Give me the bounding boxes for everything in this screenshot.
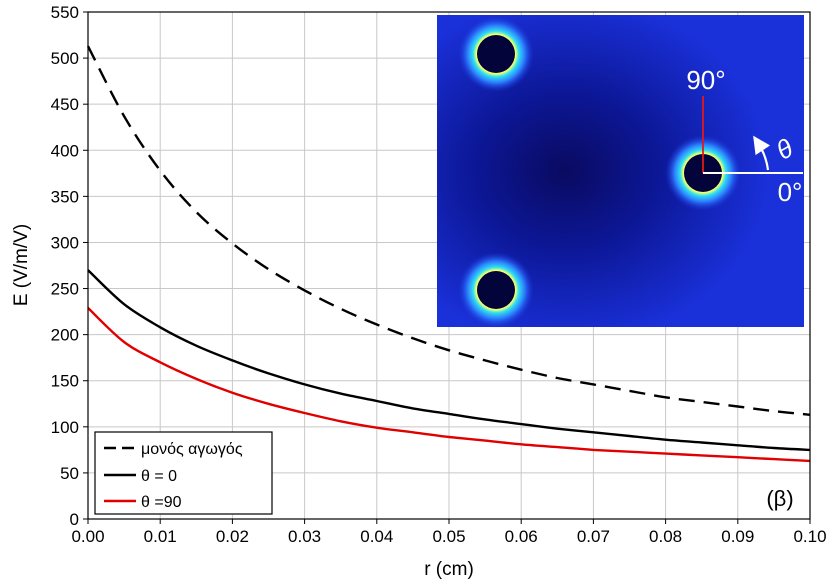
y-tick-label: 0 [70,510,79,529]
y-axis-label: E (V/m/V) [11,224,32,306]
conductor-top [477,35,515,73]
inset-label-0: 0° [778,177,803,207]
x-tick-label: 0.07 [577,527,610,546]
x-tick-label: 0.06 [505,527,538,546]
x-tick-label: 0.02 [216,527,249,546]
series-line-single-conductor [86,45,811,416]
y-tick-label: 50 [60,464,79,483]
x-tick-label: 0.09 [721,527,754,546]
y-tick-label: 100 [51,418,79,437]
series-line-theta-0 [87,269,811,452]
series-layer [86,45,811,463]
y-tick-label: 300 [51,233,79,252]
legend-label-theta-90: θ =90 [141,494,182,511]
legend-label-single-conductor: μονός αγωγός [141,441,243,458]
y-tick-label: 500 [51,49,79,68]
legend-label-theta-0: θ = 0 [141,468,177,485]
panel-label: (β) [766,486,793,511]
conductor-bottom [477,271,515,309]
inset-field-map: 90° 0° θ [437,15,804,328]
y-tick-label: 150 [51,372,79,391]
y-tick-label: 450 [51,95,79,114]
y-tick-label: 350 [51,187,79,206]
x-tick-label: 0.10 [793,527,826,546]
x-tick-label: 0.08 [649,527,682,546]
inset-label-90: 90° [686,65,725,95]
x-tick-label: 0.04 [360,527,393,546]
y-tick-labels: 0 50 100 150 200 250 300 350 400 450 500 550 [51,3,88,529]
x-tick-label: 0.00 [71,527,104,546]
y-tick-label: 250 [51,280,79,299]
y-tick-label: 200 [51,326,79,345]
x-axis-label: r (cm) [424,559,474,580]
theta-arc-arrow [753,135,771,171]
x-tick-label: 0.03 [288,527,321,546]
x-tick-label: 0.01 [144,527,177,546]
x-tick-labels: 0.00 0.01 0.02 0.03 0.04 0.05 0.06 0.07 0.08 0.09… [71,519,827,546]
y-tick-label: 400 [51,141,79,160]
legend: μονός αγωγός θ = 0 θ =90 [94,431,273,515]
x-tick-label: 0.05 [432,527,465,546]
y-tick-label: 550 [51,3,79,22]
series-line-theta-90 [87,307,811,463]
